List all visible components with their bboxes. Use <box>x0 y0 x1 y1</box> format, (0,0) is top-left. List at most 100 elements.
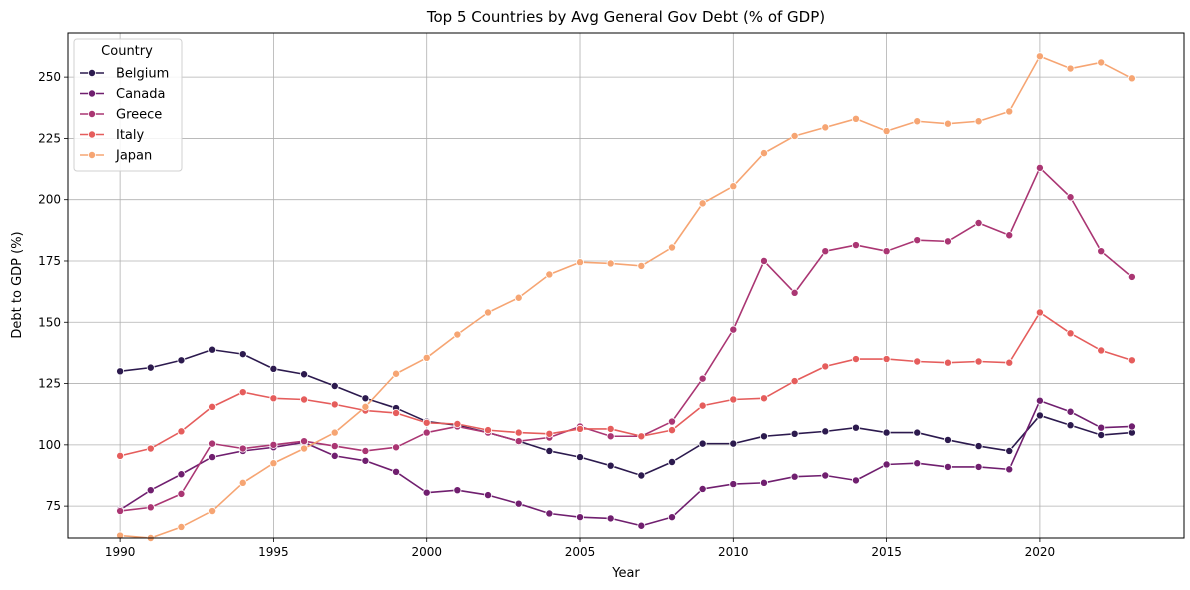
data-point-greece <box>392 443 401 452</box>
data-point-greece <box>238 444 247 453</box>
data-point-japan <box>851 114 860 123</box>
data-point-greece <box>146 503 155 512</box>
data-point-japan <box>330 428 339 437</box>
data-point-canada <box>484 491 493 500</box>
data-point-greece <box>851 241 860 250</box>
data-point-belgium <box>729 439 738 448</box>
data-point-belgium <box>330 382 339 391</box>
data-point-japan <box>821 123 830 132</box>
data-point-greece <box>1127 272 1136 281</box>
data-point-japan <box>637 261 646 270</box>
data-point-belgium <box>882 428 891 437</box>
data-point-japan <box>177 522 186 531</box>
data-point-canada <box>1035 396 1044 405</box>
data-point-belgium <box>1035 411 1044 420</box>
data-point-belgium <box>576 453 585 462</box>
data-point-japan <box>882 127 891 136</box>
series-line-italy <box>119 311 1133 457</box>
data-point-japan <box>943 119 952 128</box>
data-point-canada <box>606 514 615 523</box>
data-point-italy <box>851 355 860 364</box>
data-point-canada <box>576 513 585 522</box>
data-point-japan <box>453 330 462 339</box>
data-point-canada <box>1127 422 1136 431</box>
data-point-japan <box>667 243 676 252</box>
data-point-greece <box>821 247 830 256</box>
data-point-belgium <box>790 429 799 438</box>
data-point-italy <box>545 429 554 438</box>
y-tick-label: 100 <box>38 438 61 452</box>
data-point-italy <box>208 402 217 411</box>
data-point-japan <box>1097 58 1106 67</box>
data-point-belgium <box>1005 446 1014 455</box>
data-point-canada <box>729 480 738 489</box>
data-point-canada <box>1097 423 1106 432</box>
y-tick-label: 150 <box>38 315 61 329</box>
data-point-greece <box>514 437 523 446</box>
data-point-canada <box>882 460 891 469</box>
y-tick-label: 200 <box>38 193 61 207</box>
data-point-italy <box>821 362 830 371</box>
data-point-belgium <box>361 394 370 403</box>
data-point-greece <box>882 247 891 256</box>
data-point-belgium <box>545 446 554 455</box>
plot-frame <box>67 32 1185 539</box>
data-point-japan <box>545 270 554 279</box>
data-point-italy <box>943 358 952 367</box>
data-point-japan <box>1005 107 1014 116</box>
data-point-italy <box>330 400 339 409</box>
data-point-belgium <box>698 439 707 448</box>
data-point-belgium <box>851 423 860 432</box>
data-point-canada <box>453 486 462 495</box>
x-axis-ticks: 1990 1995 2000 2005 2010 2015 2020 <box>105 538 1055 559</box>
data-point-canada <box>514 499 523 508</box>
data-point-japan <box>913 117 922 126</box>
data-point-belgium <box>1097 431 1106 440</box>
data-point-greece <box>330 442 339 451</box>
data-point-italy <box>1097 346 1106 355</box>
data-point-italy <box>667 426 676 435</box>
data-point-canada <box>637 521 646 530</box>
data-point-canada <box>821 471 830 480</box>
data-point-italy <box>913 357 922 366</box>
series-line-canada <box>119 399 1132 527</box>
data-point-canada <box>330 451 339 460</box>
chart-title: Top 5 Countries by Avg General Gov Debt … <box>426 8 825 26</box>
data-point-japan <box>208 507 217 516</box>
data-point-japan <box>790 131 799 140</box>
data-point-greece <box>759 256 768 265</box>
data-point-belgium <box>269 364 278 373</box>
data-point-canada <box>361 456 370 465</box>
y-axis-label: Debt to GDP (%) <box>10 231 25 338</box>
series-line-japan <box>120 55 1133 539</box>
data-point-greece <box>1005 231 1014 240</box>
data-point-italy <box>698 401 707 410</box>
data-point-canada <box>667 513 676 522</box>
data-point-greece <box>606 432 615 441</box>
data-point-japan <box>606 259 615 268</box>
data-point-italy <box>269 394 278 403</box>
data-point-japan <box>300 444 309 453</box>
data-point-japan <box>514 293 523 302</box>
legend-label: Italy <box>116 128 145 143</box>
data-point-belgium <box>300 370 309 379</box>
data-point-belgium <box>913 428 922 437</box>
data-point-japan <box>1066 64 1075 73</box>
data-point-canada <box>943 462 952 471</box>
series-line-greece <box>120 167 1133 512</box>
data-point-greece <box>913 236 922 245</box>
data-point-japan <box>361 402 370 411</box>
data-point-canada <box>146 486 155 495</box>
data-point-greece <box>269 440 278 449</box>
data-point-canada <box>1005 465 1014 474</box>
data-point-greece <box>1097 247 1106 256</box>
legend-box <box>73 38 183 172</box>
data-point-greece <box>790 288 799 297</box>
data-point-canada <box>422 488 431 497</box>
data-point-italy <box>484 426 493 435</box>
x-tick-label: 2005 <box>565 545 596 559</box>
x-tick-label: 2015 <box>871 545 902 559</box>
x-tick-label: 1995 <box>258 545 289 559</box>
data-point-greece <box>729 325 738 334</box>
